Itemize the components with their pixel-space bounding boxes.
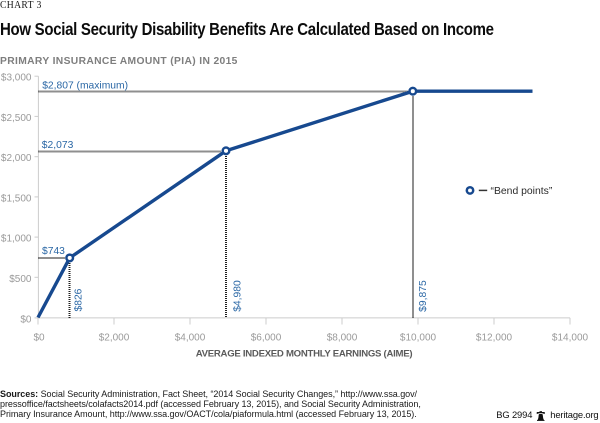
- svg-text:$3,000: $3,000: [1, 73, 32, 84]
- svg-text:$1,000: $1,000: [1, 234, 32, 245]
- svg-text:$2,000: $2,000: [99, 333, 130, 344]
- svg-text:$2,807 (maximum): $2,807 (maximum): [42, 80, 128, 91]
- svg-text:$826: $826: [73, 288, 84, 311]
- svg-text:$12,000: $12,000: [476, 333, 513, 344]
- svg-text:$10,000: $10,000: [400, 333, 437, 344]
- svg-text:$14,000: $14,000: [552, 333, 589, 344]
- svg-text:$2,000: $2,000: [1, 153, 32, 164]
- svg-text:$9,875: $9,875: [418, 280, 429, 312]
- svg-text:$2,073: $2,073: [42, 140, 74, 151]
- svg-text:$743: $743: [42, 246, 65, 257]
- svg-text:$4,000: $4,000: [175, 333, 206, 344]
- svg-text:$2,500: $2,500: [1, 113, 32, 124]
- svg-text:$4,980: $4,980: [232, 280, 243, 312]
- svg-text:“Bend points”: “Bend points”: [491, 186, 553, 197]
- svg-text:$0: $0: [20, 314, 32, 325]
- svg-text:$6,000: $6,000: [251, 333, 282, 344]
- svg-text:$1,500: $1,500: [1, 193, 32, 204]
- svg-text:$8,000: $8,000: [327, 333, 358, 344]
- svg-text:$500: $500: [9, 274, 32, 285]
- svg-text:$0: $0: [33, 333, 45, 344]
- svg-text:AVERAGE INDEXED MONTHLY EARNIN: AVERAGE INDEXED MONTHLY EARNINGS (AIME): [196, 349, 413, 360]
